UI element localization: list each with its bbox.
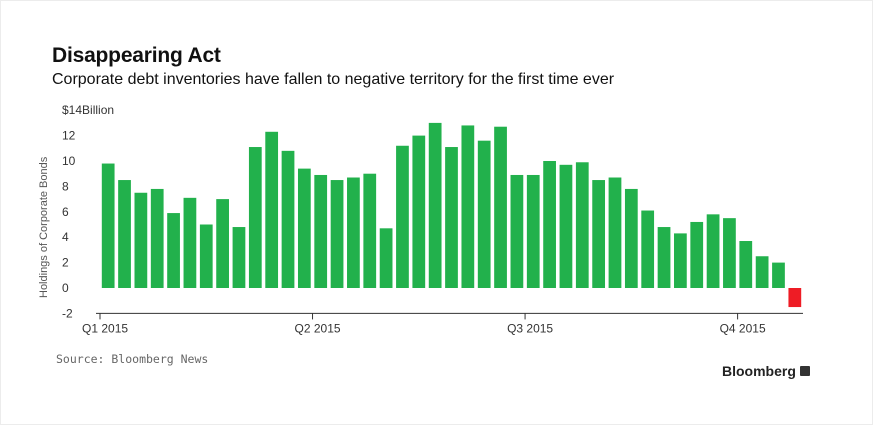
bar bbox=[723, 218, 736, 288]
bar bbox=[232, 227, 246, 288]
bar bbox=[690, 221, 704, 288]
y-tick-label: 8 bbox=[62, 179, 69, 193]
bar bbox=[134, 192, 148, 288]
bar bbox=[592, 180, 606, 288]
bar bbox=[641, 210, 655, 288]
y-tick-label: 12 bbox=[62, 129, 76, 143]
bar bbox=[510, 174, 524, 288]
y-tick-label: 4 bbox=[62, 230, 69, 244]
bar bbox=[559, 164, 573, 288]
bar bbox=[674, 233, 687, 288]
y-tick-label: 10 bbox=[62, 154, 76, 168]
chart-subtitle: Corporate debt inventories have fallen t… bbox=[52, 71, 615, 88]
bar bbox=[281, 150, 295, 288]
x-tick-label: Q1 2015 bbox=[82, 321, 128, 335]
bar bbox=[706, 214, 720, 288]
bar bbox=[428, 122, 442, 289]
y-tick-label: -2 bbox=[62, 306, 73, 320]
bar bbox=[379, 228, 393, 288]
bloomberg-terminal-icon bbox=[799, 366, 810, 376]
source-note: Source: Bloomberg News bbox=[56, 352, 209, 366]
bar bbox=[101, 163, 115, 288]
bar bbox=[788, 288, 802, 308]
bar bbox=[461, 125, 475, 288]
bar bbox=[297, 168, 311, 288]
bar bbox=[314, 174, 328, 288]
bar bbox=[477, 140, 491, 288]
bar bbox=[755, 256, 769, 288]
chart-title: Disappearing Act bbox=[52, 44, 221, 67]
bar bbox=[330, 180, 344, 288]
bar bbox=[167, 213, 180, 288]
bar bbox=[199, 224, 213, 288]
bar bbox=[543, 161, 556, 288]
x-tick-label: Q4 2015 bbox=[720, 321, 766, 335]
brand-name: Bloomberg bbox=[722, 363, 796, 379]
x-tick-label: Q2 2015 bbox=[295, 321, 341, 335]
bar bbox=[412, 135, 426, 288]
x-tick-label: Q3 2015 bbox=[507, 321, 553, 335]
bar bbox=[739, 241, 753, 288]
bar bbox=[183, 197, 197, 288]
y-tick-label: 2 bbox=[62, 256, 69, 270]
bar bbox=[772, 262, 785, 288]
bar bbox=[347, 177, 360, 288]
bar bbox=[608, 177, 622, 288]
bar bbox=[248, 147, 262, 288]
bar bbox=[150, 188, 164, 288]
bar bbox=[265, 131, 279, 288]
y-tick-label: $14Billion bbox=[62, 103, 114, 117]
bar bbox=[624, 188, 638, 288]
bar bbox=[526, 174, 540, 288]
brand-logo: Bloomberg bbox=[722, 363, 810, 379]
bar bbox=[118, 180, 131, 288]
bar bbox=[445, 147, 458, 288]
bar bbox=[396, 145, 409, 288]
bar bbox=[494, 126, 507, 289]
y-tick-label: 6 bbox=[62, 205, 69, 219]
bar bbox=[216, 199, 229, 288]
y-tick-label: 0 bbox=[62, 281, 69, 295]
bar bbox=[575, 162, 589, 288]
bar bbox=[657, 227, 671, 288]
bar bbox=[363, 173, 377, 288]
